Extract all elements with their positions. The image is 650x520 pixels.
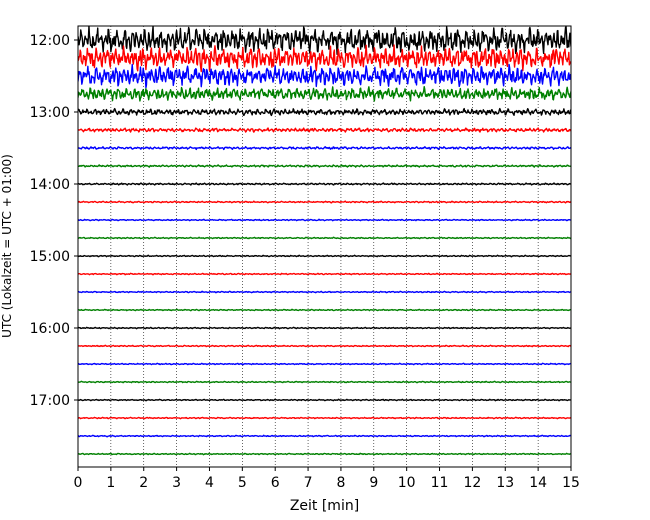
x-tick-label: 2 [139, 475, 148, 491]
traces-group [78, 26, 571, 456]
y-tick-label: 12:00 [30, 33, 70, 49]
y-tick-label: 16:00 [30, 321, 70, 337]
trace-1500 [78, 254, 571, 258]
trace-1700 [78, 398, 571, 402]
trace-1430 [78, 218, 571, 222]
y-tick-label: 13:00 [30, 105, 70, 121]
trace-1645 [78, 380, 571, 384]
y-axis-label: UTC (Lokalzeit = UTC + 01:00) [0, 154, 14, 338]
trace-1445 [78, 236, 571, 240]
trace-1330 [78, 145, 571, 151]
x-axis-ticks: 0 1 2 3 4 5 6 7 8 9 10 11 12 13 14 15 [74, 467, 580, 491]
x-tick-label: 11 [431, 475, 449, 491]
trace-1615 [78, 344, 571, 348]
trace-1715 [78, 416, 571, 420]
trace-1300 [78, 107, 571, 117]
x-tick-label: 13 [496, 475, 514, 491]
x-tick-label: 14 [529, 475, 547, 491]
y-axis-ticks: 12:00 13:00 14:00 15:00 16:00 17:00 [30, 33, 78, 409]
trace-1400 [78, 182, 571, 186]
x-axis-label: Zeit [min] [290, 498, 359, 514]
trace-1215 [78, 44, 571, 73]
trace-1515 [78, 272, 571, 276]
x-tick-label: 7 [304, 475, 313, 491]
trace-1730 [78, 434, 571, 438]
trace-1200 [78, 26, 571, 55]
trace-1315 [78, 127, 571, 133]
trace-1415 [78, 200, 571, 204]
x-tick-label: 6 [271, 475, 280, 491]
trace-1230 [78, 63, 571, 89]
y-tick-label: 15:00 [30, 249, 70, 265]
y-tick-label: 17:00 [30, 393, 70, 409]
x-tick-label: 10 [398, 475, 416, 491]
trace-1745 [78, 452, 571, 456]
x-tick-label: 0 [74, 475, 83, 491]
x-tick-label: 3 [172, 475, 181, 491]
trace-1345 [78, 164, 571, 168]
x-tick-label: 9 [369, 475, 378, 491]
x-tick-label: 8 [336, 475, 345, 491]
x-tick-label: 12 [463, 475, 481, 491]
trace-1600 [78, 326, 571, 330]
x-tick-label: 1 [106, 475, 115, 491]
x-tick-label: 5 [238, 475, 247, 491]
x-tick-label: 4 [205, 475, 214, 491]
trace-1545 [78, 308, 571, 312]
x-tick-label: 15 [562, 475, 580, 491]
trace-1530 [78, 290, 571, 294]
plot-frame [77, 25, 572, 468]
trace-1245 [78, 85, 571, 102]
y-tick-label: 14:00 [30, 177, 70, 193]
trace-1630 [78, 362, 571, 366]
